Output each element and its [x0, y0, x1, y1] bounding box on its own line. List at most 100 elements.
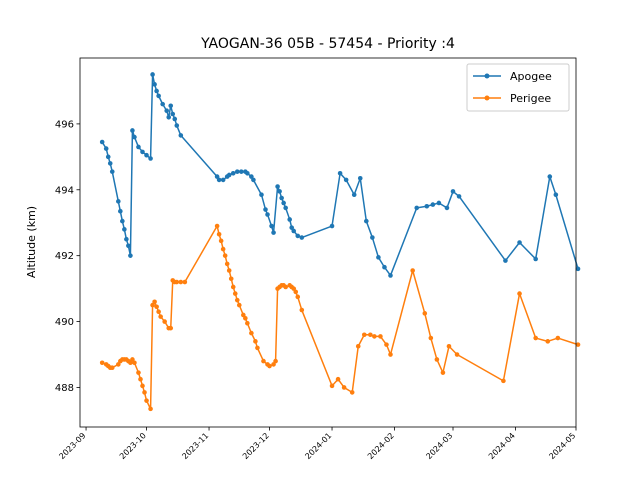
apogee-point [152, 82, 157, 87]
apogee-point [343, 177, 349, 183]
apogee-point [456, 194, 462, 199]
apogee-point [281, 200, 286, 206]
apogee-point [132, 134, 137, 140]
chart-title: YAOGAN-36 05B - 57454 - Priority :4 [200, 36, 455, 52]
apogee-point [450, 189, 456, 194]
perigee-point [368, 332, 373, 338]
apogee-point [436, 200, 442, 206]
perigee-point [116, 362, 121, 367]
series-apogee [99, 72, 581, 278]
apogee-point [275, 184, 280, 189]
y-tick-label: 492 [55, 251, 74, 262]
perigee-point [140, 383, 145, 389]
apogee-point [283, 205, 288, 211]
legend-perigee-label: Perigee [510, 92, 551, 105]
apogee-point [166, 115, 172, 120]
perigee-point [299, 307, 305, 313]
perigee-point [295, 294, 301, 300]
apogee-point [287, 217, 292, 222]
perigee-point [168, 325, 174, 331]
perigee-point [144, 398, 149, 403]
perigee-point [243, 315, 248, 321]
perigee-point [138, 376, 143, 382]
perigee-point [128, 360, 133, 366]
apogee-point [172, 116, 178, 122]
perigee-point [434, 357, 440, 362]
perigee-point [291, 286, 297, 291]
apogee-point [174, 123, 180, 128]
apogee-point [370, 235, 375, 240]
apogee-point [118, 208, 123, 214]
apogee-point [388, 273, 393, 278]
apogee-point [170, 111, 176, 117]
perigee-point [253, 339, 258, 344]
apogee-point [329, 223, 335, 229]
y-tick-label: 488 [55, 383, 74, 394]
perigee-point [152, 299, 157, 305]
apogee-point [220, 177, 226, 183]
apogee-point [424, 203, 430, 209]
apogee-point [230, 171, 236, 176]
apogee-point [547, 174, 553, 179]
legend-perigee-marker [484, 95, 490, 101]
apogee-point [245, 171, 250, 176]
apogee-point [376, 255, 381, 260]
perigee-point [241, 312, 246, 318]
perigee-point [335, 376, 341, 382]
perigee-point [273, 358, 278, 364]
apogee-point [351, 192, 357, 198]
apogee-point [249, 174, 254, 179]
perigee-point [230, 284, 236, 290]
apogee-point [178, 133, 184, 138]
perigee-point [249, 330, 254, 336]
perigee-point [378, 334, 383, 339]
apogee-point [99, 139, 105, 145]
apogee-point [289, 225, 295, 230]
perigee-point [355, 343, 361, 349]
perigee-point [228, 276, 234, 282]
perigee-point [454, 352, 460, 357]
perigee-point [446, 343, 452, 349]
perigee-point [150, 302, 155, 308]
apogee-point [124, 236, 129, 242]
apogee-point [120, 218, 125, 224]
perigee-point [422, 311, 428, 316]
perigee-point [555, 335, 561, 341]
apogee-point [105, 154, 111, 160]
apogee-point [148, 156, 153, 161]
perigee-point [174, 279, 180, 285]
apogee-point [364, 218, 369, 224]
apogee-point [109, 169, 115, 174]
perigee-point [148, 406, 153, 412]
apogee-point [503, 258, 508, 263]
legend-apogee-label: Apogee [510, 70, 552, 83]
perigee-point [178, 279, 184, 285]
apogee-point [553, 192, 559, 198]
perigee-point [156, 309, 161, 314]
apogee-point [107, 161, 113, 166]
perigee-point [222, 253, 228, 258]
perigee-point [361, 332, 367, 338]
apogee-point [265, 212, 270, 217]
perigee-point [99, 360, 105, 366]
apogee-point [130, 128, 135, 133]
apogee-point [226, 172, 232, 178]
perigee-point [132, 360, 137, 366]
apogee-point [291, 228, 297, 234]
apogee-point [126, 243, 131, 249]
apogee-point [299, 235, 305, 240]
apogee-point [259, 192, 264, 198]
perigee-point [182, 279, 188, 285]
apogee-point [234, 169, 240, 174]
perigee-point [545, 339, 551, 344]
apogee-point [337, 171, 343, 176]
perigee-point [293, 289, 299, 295]
apogee-point [144, 152, 149, 158]
perigee-point [388, 352, 393, 357]
apogee-point [116, 199, 121, 204]
perigee-point [283, 284, 288, 290]
apogee-point [216, 177, 222, 183]
perigee-point [271, 362, 276, 367]
